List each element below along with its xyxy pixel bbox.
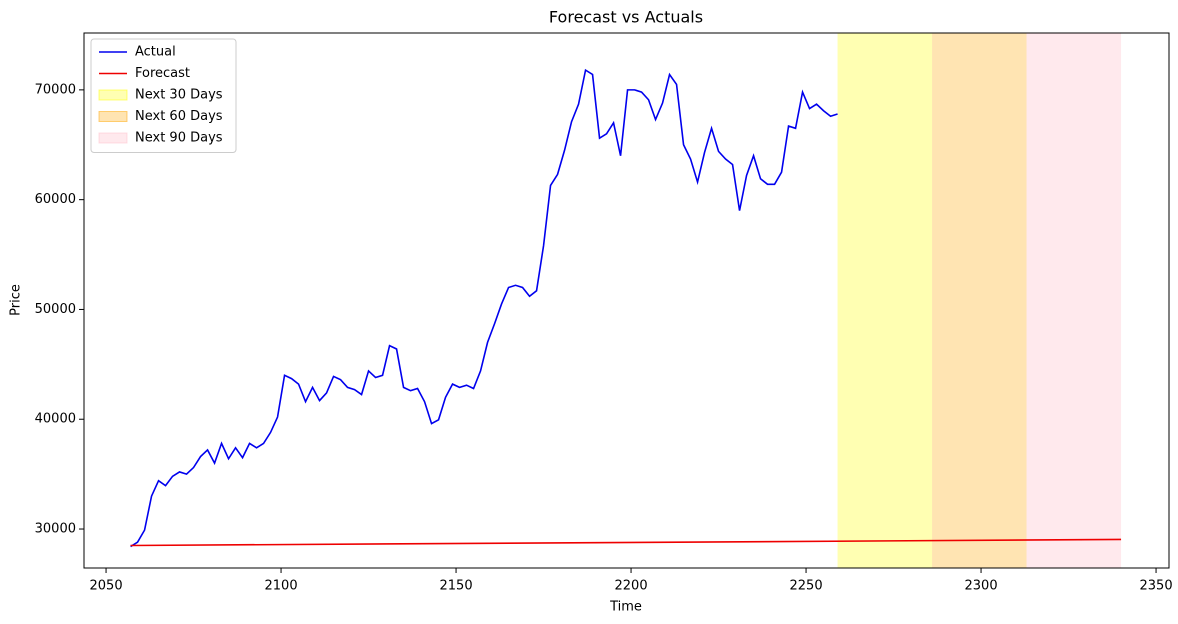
legend-swatch <box>98 89 128 101</box>
chart-title: Forecast vs Actuals <box>549 8 703 27</box>
x-axis-label: Time <box>609 600 642 615</box>
span <box>837 33 933 568</box>
y-tick-label: 50000 <box>35 302 76 317</box>
legend-label: Forecast <box>135 66 190 81</box>
series-line <box>130 68 838 548</box>
y-tick-label: 40000 <box>35 412 76 427</box>
legend-swatch <box>98 132 128 144</box>
x-tick-label: 2200 <box>615 579 648 594</box>
span <box>932 33 1027 568</box>
y-tick-label: 30000 <box>35 522 76 537</box>
y-tick-label: 70000 <box>35 82 76 97</box>
legend-swatch <box>98 111 128 122</box>
legend: Actual Forecast Next 30 Days Next 60 Days Ne… <box>90 38 237 153</box>
span <box>1026 33 1122 568</box>
series-line <box>130 538 1122 547</box>
x-tick-label: 2050 <box>90 579 123 594</box>
x-tick-label: 2300 <box>965 579 998 594</box>
plot-frame <box>83 32 1170 569</box>
x-tick-label: 2100 <box>265 579 298 594</box>
legend-label: Actual <box>135 45 176 60</box>
y-tick-label: 60000 <box>35 192 76 207</box>
legend-label: Next 60 Days <box>135 109 223 124</box>
y-axis-label: Price <box>9 284 24 316</box>
x-tick-label: 2350 <box>1140 579 1173 594</box>
x-tick-label: 2150 <box>440 579 473 594</box>
legend-box <box>90 38 237 153</box>
legend-label: Next 90 Days <box>135 131 223 146</box>
legend-label: Next 30 Days <box>135 88 223 103</box>
x-tick-label: 2250 <box>790 579 823 594</box>
